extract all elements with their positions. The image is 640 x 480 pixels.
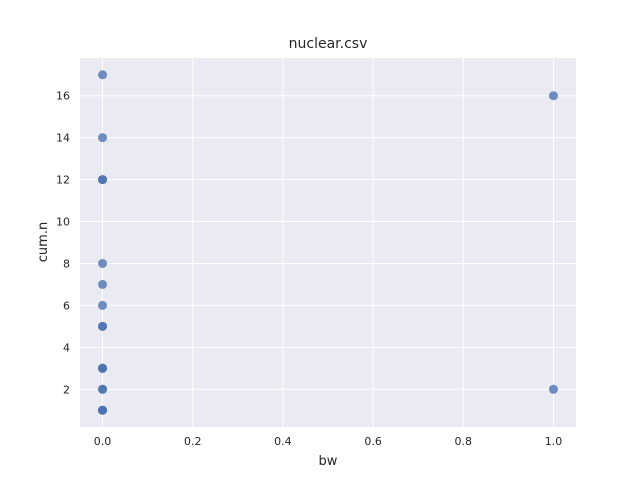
x-tick-label: 0.2 — [184, 435, 202, 448]
grid-lines — [80, 58, 576, 427]
x-tick-label: 0.8 — [455, 435, 473, 448]
y-tick-label: 6 — [63, 299, 70, 312]
y-tick-label: 14 — [56, 132, 70, 145]
y-tick-label: 16 — [56, 90, 70, 103]
data-points — [98, 70, 558, 415]
plot-area — [80, 58, 576, 427]
data-point — [98, 279, 108, 289]
y-tick-label: 2 — [63, 383, 70, 396]
x-axis-label: bw — [319, 454, 338, 469]
x-tick-label: 0.0 — [94, 435, 112, 448]
x-tick-label: 0.4 — [274, 435, 292, 448]
y-axis-label: cum.n — [36, 222, 51, 262]
data-point — [98, 258, 108, 268]
y-tick-label: 12 — [56, 174, 70, 187]
y-tick-label: 10 — [56, 216, 70, 229]
data-point — [548, 91, 558, 101]
y-tick-label: 4 — [63, 341, 70, 354]
data-point — [98, 300, 108, 310]
data-point — [98, 384, 108, 394]
data-point — [98, 70, 108, 80]
y-tick-label: 8 — [63, 257, 70, 270]
data-point — [98, 363, 108, 373]
x-axis-ticks: 0.0 0.2 0.4 0.6 0.8 1.0 — [94, 435, 562, 448]
data-point — [98, 321, 108, 331]
chart-title: nuclear.csv — [289, 36, 368, 52]
data-point — [98, 175, 108, 185]
x-tick-label: 0.6 — [364, 435, 382, 448]
data-point — [98, 133, 108, 143]
y-axis-ticks: 2 4 6 8 10 12 14 16 — [56, 90, 70, 397]
x-tick-label: 1.0 — [545, 435, 563, 448]
data-point — [98, 405, 108, 415]
data-point — [548, 384, 558, 394]
